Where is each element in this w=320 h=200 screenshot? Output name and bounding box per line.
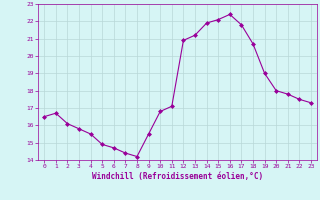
X-axis label: Windchill (Refroidissement éolien,°C): Windchill (Refroidissement éolien,°C) [92,172,263,181]
